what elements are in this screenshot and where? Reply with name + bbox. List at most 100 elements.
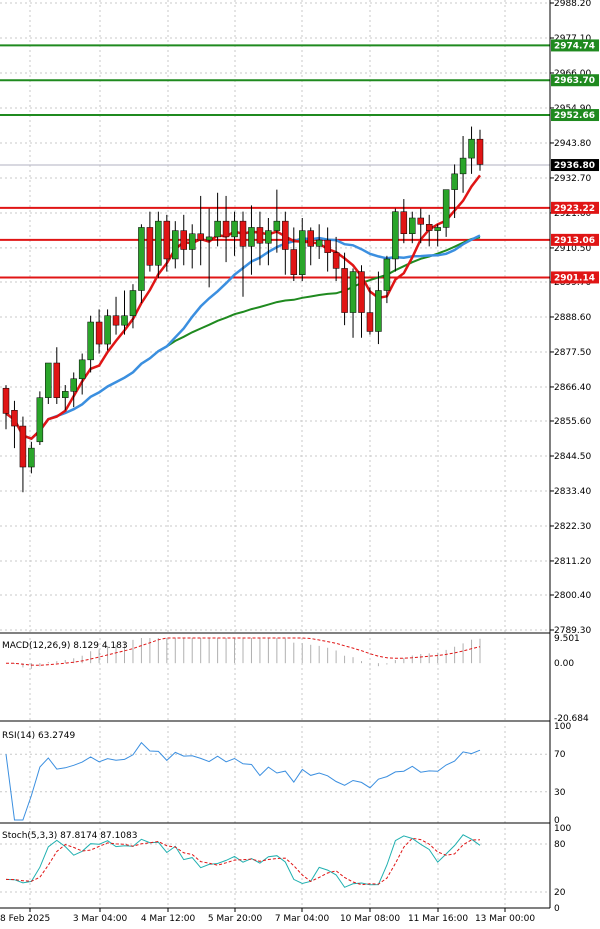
level-badge <box>551 233 599 246</box>
candle-body <box>476 138 484 165</box>
candle-body <box>95 321 103 345</box>
candle-body <box>256 227 264 244</box>
candle-body <box>112 315 120 326</box>
level-badge <box>551 74 599 87</box>
stoch-tick-label: 0 <box>554 904 560 914</box>
candle-body <box>459 157 467 175</box>
candle-body <box>129 290 137 316</box>
candle-body <box>188 233 196 250</box>
candle-body <box>451 173 458 190</box>
candle-body <box>409 217 416 235</box>
candle-body <box>375 290 382 332</box>
stoch-tick-label: 80 <box>554 840 566 850</box>
x-tick-label: 5 Mar 20:00 <box>208 914 263 924</box>
y-tick-label: 2977.10 <box>554 34 591 44</box>
candle-body <box>2 387 10 414</box>
level-badge <box>551 201 599 214</box>
level-badge <box>551 271 599 284</box>
candle-body <box>19 425 27 468</box>
level-label: 2963.70 <box>554 76 595 86</box>
candle-body <box>349 271 357 313</box>
candle-body <box>307 230 314 247</box>
candle-body <box>417 217 424 225</box>
candle-body <box>222 220 230 238</box>
level-label: 2974.74 <box>554 41 595 51</box>
candle-body <box>332 252 340 269</box>
candle-body <box>231 220 238 238</box>
candle-body <box>400 211 408 235</box>
y-tick-label: 2921.60 <box>554 209 591 219</box>
level-label: 2901.14 <box>554 273 595 283</box>
y-tick-label: 2844.50 <box>554 452 591 462</box>
candle-body <box>468 138 475 159</box>
candle-body <box>104 315 111 345</box>
candle-body <box>87 321 94 361</box>
level-badge <box>551 109 599 122</box>
macd-tick-label: 9.501 <box>554 634 580 644</box>
level-label: 2923.22 <box>554 204 595 214</box>
candle-body <box>138 227 145 291</box>
rsi-tick-label: 70 <box>554 750 566 760</box>
level-label: 2952.66 <box>554 111 595 121</box>
candle-body <box>197 233 204 241</box>
candle-body <box>172 230 179 260</box>
candle-body <box>265 230 272 244</box>
y-tick-label: 2811.20 <box>554 557 591 567</box>
candle-body <box>434 227 441 231</box>
candle-body <box>53 362 61 398</box>
candle-body <box>11 410 18 427</box>
y-tick-label: 2866.40 <box>554 383 591 393</box>
y-tick-label: 2822.30 <box>554 522 591 532</box>
candle-body <box>78 359 86 380</box>
candle-body <box>121 315 128 326</box>
candle-body <box>70 378 77 392</box>
candle-body <box>425 224 433 231</box>
candle-body <box>62 391 69 398</box>
candle-body <box>282 220 289 250</box>
macd-tick-label: -20.684 <box>554 714 589 724</box>
candle-body <box>273 220 281 231</box>
rsi-tick-label: 30 <box>554 788 566 798</box>
indicators <box>5 637 481 888</box>
candlesticks <box>2 126 484 493</box>
candle-body <box>214 220 221 238</box>
candle-body <box>442 189 450 228</box>
level-label: 2913.06 <box>554 236 595 246</box>
rsi-line <box>5 741 481 821</box>
candle-body <box>341 268 348 313</box>
candle-body <box>45 362 52 398</box>
current-price-badge <box>551 159 599 172</box>
candle-body <box>36 397 44 443</box>
stoch-k-line <box>5 834 481 888</box>
x-tick-label: 8 Feb 2025 <box>0 914 50 924</box>
y-tick-label: 2855.60 <box>554 417 591 427</box>
y-tick-label: 2789.30 <box>554 626 591 636</box>
candle-body <box>315 239 323 247</box>
y-tick-label: 2800.40 <box>554 591 591 601</box>
candle-body <box>155 220 162 266</box>
candle-body <box>392 211 399 260</box>
candle-body <box>239 220 247 247</box>
y-tick-label: 2932.70 <box>554 174 591 184</box>
candle-body <box>146 227 154 266</box>
candle-body <box>163 220 171 260</box>
stoch-d-line <box>5 837 481 886</box>
candle-body <box>383 258 391 291</box>
candle-body <box>299 230 306 275</box>
x-tick-label: 3 Mar 04:00 <box>73 914 128 924</box>
y-tick-label: 2877.50 <box>554 348 591 358</box>
x-tick-label: 11 Mar 16:00 <box>408 914 468 924</box>
y-tick-label: 2954.90 <box>554 104 591 114</box>
candle-body <box>248 227 255 247</box>
candle-body <box>205 236 213 241</box>
current-price-label: 2936.80 <box>554 161 595 171</box>
stoch-tick-label: 100 <box>554 824 571 834</box>
stoch-label: Stoch(5,3,3) 87.8174 87.1083 <box>2 831 137 841</box>
macd-label: MACD(12,26,9) 8.129 4.183 <box>2 641 128 651</box>
y-tick-label: 2943.80 <box>554 139 591 149</box>
candle-body <box>28 447 35 468</box>
level-badge <box>551 39 599 52</box>
candle-body <box>324 239 331 253</box>
y-tick-label: 2888.60 <box>554 313 591 323</box>
